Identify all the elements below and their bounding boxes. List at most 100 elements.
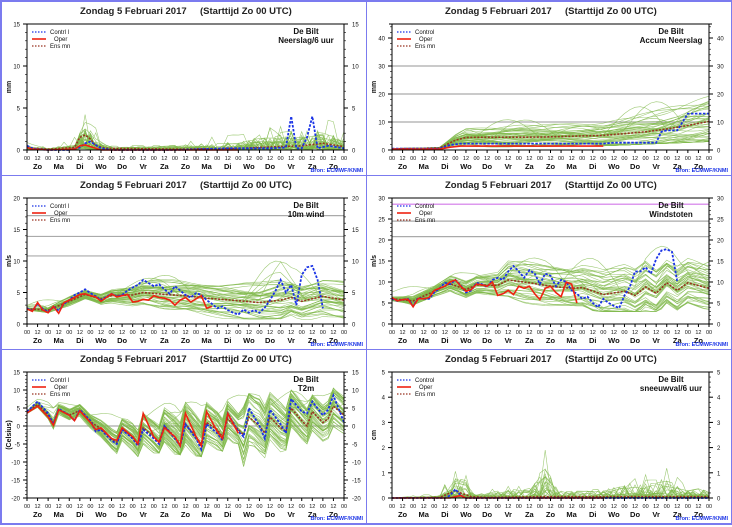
x-day-label: Wo [608, 336, 620, 345]
x-day-label: Zo [181, 510, 191, 519]
station-label: De Bilt [658, 201, 684, 210]
y-tick-label: 20 [378, 93, 385, 99]
x-day-label: Di [589, 510, 597, 519]
x-tick-label: 00 [389, 156, 395, 162]
x-day-label: Di [76, 336, 84, 345]
x-tick-label: 00 [45, 330, 51, 336]
x-tick-label: 00 [516, 504, 522, 510]
y-tick-label-right: 10 [717, 121, 724, 127]
x-day-label: Di [441, 336, 449, 345]
x-tick-label: 00 [495, 330, 501, 336]
x-tick-label: 00 [537, 504, 543, 510]
chart-start-time: (Starttijd Zo 00 UTC) [200, 6, 292, 17]
y-tick-label-right: -15 [352, 479, 361, 485]
legend-control-label: Control [415, 378, 434, 384]
chart-sneeuwval: Zondag 5 Februari 2017(Starttijd Zo 00 U… [367, 350, 730, 522]
x-day-label: Zo [398, 162, 408, 171]
y-tick-label-right: 40 [717, 37, 724, 43]
station-label: De Bilt [293, 375, 319, 384]
x-day-label: Di [76, 510, 84, 519]
y-tick-label-right: 10 [717, 281, 724, 287]
legend-oper-label: Oper [54, 385, 67, 391]
x-day-label: Vr [287, 510, 295, 519]
y-tick-label-right: 0 [352, 425, 356, 431]
chart-start-time: (Starttijd Zo 00 UTC) [565, 6, 657, 17]
y-axis-label: (Celsius) [6, 420, 13, 450]
y-tick-label: 0 [382, 323, 386, 329]
x-day-label: Vr [139, 336, 147, 345]
x-tick-label: 00 [108, 330, 114, 336]
ensemble-members [392, 96, 709, 149]
legend-oper-label: Oper [419, 37, 432, 43]
x-day-label: Ma [566, 336, 577, 345]
x-tick-label: 00 [87, 156, 93, 162]
y-tick-label: 20 [13, 197, 20, 203]
y-tick-label: 25 [378, 218, 385, 224]
x-tick-label: 00 [685, 504, 691, 510]
y-tick-label-right: 15 [352, 228, 359, 234]
x-day-label: Wo [460, 336, 472, 345]
legend-ens-mean-label: Ens mn [50, 44, 70, 50]
x-tick-label: 00 [664, 504, 670, 510]
y-tick-label-right: 20 [352, 197, 359, 203]
x-tick-label: 00 [621, 330, 627, 336]
x-tick-label: 00 [193, 504, 199, 510]
y-axis-label: m/s [371, 255, 378, 267]
x-tick-label: 00 [172, 156, 178, 162]
x-tick-label: 00 [214, 330, 220, 336]
chart-t2m: Zondag 5 Februari 2017(Starttijd Zo 00 U… [2, 350, 365, 522]
station-label: De Bilt [658, 375, 684, 384]
chart-title: Zondag 5 Februari 2017 [80, 354, 187, 365]
x-day-label: Do [630, 162, 640, 171]
x-tick-label: 00 [495, 156, 501, 162]
x-day-label: Ma [201, 162, 212, 171]
y-tick-label: 10 [13, 260, 20, 266]
chart-title: Zondag 5 Februari 2017 [445, 354, 552, 365]
y-tick-label: 5 [17, 407, 21, 413]
x-tick-label: 00 [410, 330, 416, 336]
chart-title: Zondag 5 Februari 2017 [445, 6, 552, 17]
x-tick-label: 00 [341, 156, 347, 162]
x-tick-label: 00 [706, 156, 712, 162]
y-tick-label-right: 1 [717, 471, 721, 477]
y-tick-label: 10 [378, 281, 385, 287]
x-day-label: Do [117, 336, 127, 345]
station-label: De Bilt [293, 201, 319, 210]
x-tick-label: 00 [516, 156, 522, 162]
x-day-label: Vr [139, 510, 147, 519]
x-day-label: Do [482, 336, 492, 345]
legend-ens-mean-label: Ens mn [415, 218, 435, 224]
legend-ens-mean-label: Ens mn [415, 44, 435, 50]
x-day-label: Za [525, 510, 535, 519]
x-tick-label: 00 [685, 330, 691, 336]
x-day-label: Do [265, 162, 275, 171]
x-day-label: Di [224, 162, 232, 171]
x-day-label: Wo [243, 162, 255, 171]
x-tick-label: 00 [341, 330, 347, 336]
x-day-label: Wo [243, 510, 255, 519]
x-tick-label: 00 [256, 504, 262, 510]
x-tick-label: 00 [516, 330, 522, 336]
x-tick-label: 00 [600, 330, 606, 336]
x-tick-label: 00 [643, 504, 649, 510]
x-tick-label: 00 [108, 156, 114, 162]
x-day-label: Ma [53, 336, 64, 345]
x-tick-label: 00 [431, 156, 437, 162]
ensemble-members [392, 246, 709, 311]
x-tick-label: 00 [389, 330, 395, 336]
x-tick-label: 00 [495, 504, 501, 510]
chart-title: Zondag 5 Februari 2017 [80, 6, 187, 17]
x-day-label: Ma [418, 336, 429, 345]
x-tick-label: 00 [558, 156, 564, 162]
ensemble-members [392, 450, 709, 498]
y-tick-label: -15 [11, 479, 20, 485]
x-day-label: Ma [418, 510, 429, 519]
x-day-label: Ma [53, 162, 64, 171]
legend-control-label: Control [415, 30, 434, 36]
x-day-label: Ma [201, 336, 212, 345]
x-day-label: Di [441, 510, 449, 519]
legend-control-label: Contrl l [50, 204, 69, 210]
x-day-label: Wo [243, 336, 255, 345]
variable-label: Neerslag/6 uur [278, 36, 334, 45]
